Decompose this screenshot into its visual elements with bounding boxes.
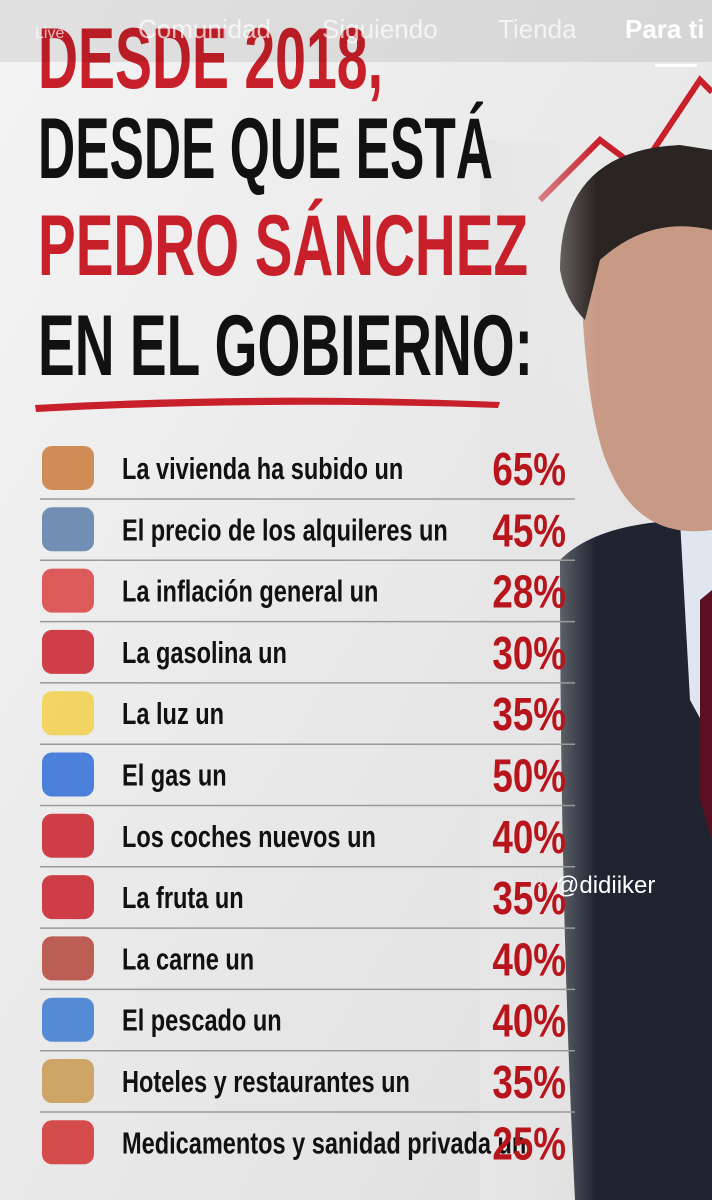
item-label: Los coches nuevos un	[122, 819, 376, 854]
item-value: 65%	[492, 443, 566, 495]
item-value: 50%	[492, 750, 566, 802]
item-row: La inflación general un 28%	[40, 566, 575, 623]
item-row: Hoteles y restaurantes un 35%	[40, 1056, 575, 1113]
item-value: 35%	[492, 1056, 566, 1108]
item-icon	[42, 507, 94, 552]
item-label: La vivienda ha subido un	[122, 451, 403, 486]
underline	[35, 397, 500, 412]
headline-line: PEDRO SÁNCHEZ	[38, 198, 528, 294]
item-row: Los coches nuevos un 40%	[40, 811, 575, 868]
item-icon	[42, 936, 94, 981]
item-label: El gas un	[122, 757, 227, 792]
item-icon	[42, 691, 94, 736]
item-label: La luz un	[122, 696, 224, 731]
item-label: Medicamentos y sanidad privada un	[122, 1125, 526, 1160]
nav-tab[interactable]: Siguiendo	[322, 14, 438, 44]
item-row: La luz un 35%	[40, 688, 575, 745]
item-icon	[42, 446, 94, 490]
nav-tab[interactable]: Para ti	[625, 14, 705, 44]
item-label: La fruta un	[122, 880, 244, 915]
headline-line: DESDE 2018,	[38, 11, 383, 107]
item-icon	[42, 1059, 94, 1103]
item-icon	[42, 813, 94, 858]
nav-tab[interactable]: Comunidad	[138, 14, 271, 44]
headline-line: DESDE QUE ESTÁ	[38, 101, 493, 197]
item-row: El precio de los alquileres un 45%	[40, 504, 575, 562]
watermark: @didiiker	[555, 872, 655, 899]
person-photo	[480, 140, 712, 1200]
item-value: 35%	[492, 872, 566, 924]
tiktok-logo: ♪	[537, 874, 544, 889]
item-label: La carne un	[122, 941, 254, 976]
item-row: El gas un 50%	[40, 750, 575, 807]
item-value: 40%	[492, 811, 566, 863]
item-icon	[42, 629, 94, 674]
item-icon	[42, 752, 94, 797]
item-icon	[42, 997, 94, 1042]
item-row: La carne un 40%	[40, 933, 575, 991]
item-label: El pescado un	[122, 1003, 282, 1038]
nav-tab[interactable]: Live	[35, 25, 64, 42]
item-value: 45%	[492, 504, 566, 556]
item-row: La gasolina un 30%	[40, 627, 575, 684]
nav-tab[interactable]: Tienda	[498, 14, 577, 44]
active-tab-indicator	[655, 64, 697, 67]
item-value: 40%	[492, 995, 566, 1047]
nav-bar	[0, 0, 712, 62]
item-value: 40%	[492, 933, 566, 985]
item-label: La gasolina un	[122, 635, 287, 670]
item-icon	[42, 568, 94, 613]
item-list: La vivienda ha subido un 65% El precio de …	[40, 443, 575, 1169]
item-value: 25%	[492, 1117, 566, 1169]
item-label: El precio de los alquileres un	[122, 512, 448, 547]
item-row: La vivienda ha subido un 65%	[40, 443, 575, 500]
item-row: La fruta un 35%	[40, 872, 575, 929]
item-icon	[42, 875, 94, 920]
nav-tabs: Live Comunidad Siguiendo Tienda Para ti	[35, 14, 705, 44]
item-value: 30%	[492, 627, 566, 679]
item-value: 28%	[492, 566, 566, 618]
item-icon	[42, 1120, 94, 1165]
item-value: 35%	[492, 688, 566, 740]
item-label: La inflación general un	[122, 573, 378, 608]
item-label: Hoteles y restaurantes un	[122, 1064, 410, 1099]
headline-line: EN EL GOBIERNO:	[38, 298, 533, 394]
item-row: El pescado un 40%	[40, 995, 575, 1052]
